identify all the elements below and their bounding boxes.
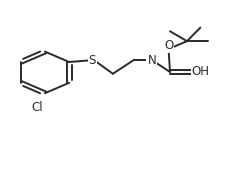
Text: N: N xyxy=(148,54,156,67)
Text: OH: OH xyxy=(192,66,210,78)
Text: S: S xyxy=(88,54,96,67)
Text: O: O xyxy=(164,39,174,52)
Text: Cl: Cl xyxy=(32,101,43,114)
